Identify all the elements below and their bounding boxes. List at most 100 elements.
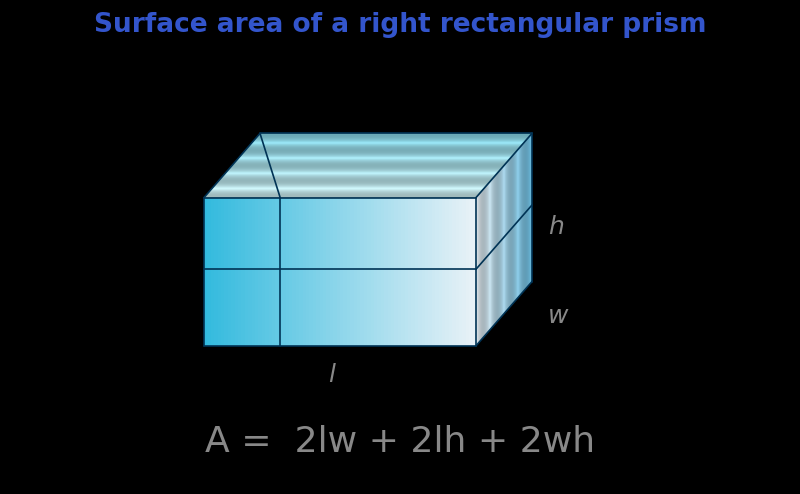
Polygon shape <box>224 198 228 346</box>
Polygon shape <box>313 198 316 346</box>
Polygon shape <box>530 134 531 284</box>
Text: A =  2lw + 2lh + 2wh: A = 2lw + 2lh + 2wh <box>205 425 595 459</box>
Polygon shape <box>350 198 354 346</box>
Polygon shape <box>473 198 476 346</box>
Polygon shape <box>508 160 509 309</box>
Polygon shape <box>494 175 495 325</box>
Polygon shape <box>231 165 504 166</box>
Polygon shape <box>330 198 333 346</box>
Polygon shape <box>286 198 289 346</box>
Polygon shape <box>333 198 337 346</box>
Polygon shape <box>498 171 499 320</box>
Polygon shape <box>520 146 521 295</box>
Polygon shape <box>476 197 477 346</box>
Polygon shape <box>238 198 242 346</box>
Polygon shape <box>481 191 482 340</box>
Polygon shape <box>251 198 255 346</box>
Polygon shape <box>234 198 238 346</box>
Polygon shape <box>251 142 525 143</box>
Polygon shape <box>214 198 218 346</box>
Polygon shape <box>337 198 340 346</box>
Polygon shape <box>222 175 495 176</box>
Text: w: w <box>548 304 569 328</box>
Polygon shape <box>230 167 502 169</box>
Polygon shape <box>275 198 279 346</box>
Polygon shape <box>513 155 514 304</box>
Polygon shape <box>435 198 438 346</box>
Polygon shape <box>218 198 221 346</box>
Polygon shape <box>255 198 258 346</box>
Polygon shape <box>425 198 429 346</box>
Polygon shape <box>482 189 483 338</box>
Polygon shape <box>206 193 480 195</box>
Polygon shape <box>218 180 491 182</box>
Polygon shape <box>248 198 251 346</box>
Polygon shape <box>221 177 494 178</box>
Polygon shape <box>222 176 494 177</box>
Polygon shape <box>256 137 530 138</box>
Text: Surface area of a right rectangular prism: Surface area of a right rectangular pris… <box>94 12 706 39</box>
Polygon shape <box>526 139 527 288</box>
Polygon shape <box>302 198 306 346</box>
Polygon shape <box>398 198 401 346</box>
Polygon shape <box>357 198 361 346</box>
Polygon shape <box>227 170 500 171</box>
Polygon shape <box>224 174 497 175</box>
Polygon shape <box>507 161 508 311</box>
Polygon shape <box>452 198 456 346</box>
Polygon shape <box>249 145 522 146</box>
Polygon shape <box>490 180 491 330</box>
Polygon shape <box>486 185 487 334</box>
Polygon shape <box>521 145 522 294</box>
Polygon shape <box>501 167 502 317</box>
Polygon shape <box>446 198 449 346</box>
Text: h: h <box>548 215 564 239</box>
Polygon shape <box>343 198 347 346</box>
Polygon shape <box>208 192 481 193</box>
Polygon shape <box>497 173 498 322</box>
Polygon shape <box>524 142 525 291</box>
Polygon shape <box>323 198 326 346</box>
Polygon shape <box>310 198 313 346</box>
Polygon shape <box>515 152 516 301</box>
Polygon shape <box>531 133 532 283</box>
Polygon shape <box>449 198 452 346</box>
Polygon shape <box>211 188 484 189</box>
Polygon shape <box>272 198 275 346</box>
Polygon shape <box>250 143 524 144</box>
Polygon shape <box>429 198 432 346</box>
Polygon shape <box>509 159 510 308</box>
Polygon shape <box>500 169 501 318</box>
Polygon shape <box>510 157 511 306</box>
Polygon shape <box>326 198 330 346</box>
Polygon shape <box>340 198 343 346</box>
Polygon shape <box>269 198 272 346</box>
Polygon shape <box>408 198 411 346</box>
Polygon shape <box>230 166 503 167</box>
Polygon shape <box>259 133 532 134</box>
Polygon shape <box>525 141 526 290</box>
Polygon shape <box>511 156 513 305</box>
Polygon shape <box>237 159 510 160</box>
Polygon shape <box>378 198 381 346</box>
Polygon shape <box>228 198 231 346</box>
Polygon shape <box>459 198 462 346</box>
Polygon shape <box>499 170 500 319</box>
Polygon shape <box>226 171 499 172</box>
Polygon shape <box>239 156 513 157</box>
Polygon shape <box>483 188 484 337</box>
Polygon shape <box>240 155 514 156</box>
Polygon shape <box>282 198 286 346</box>
Polygon shape <box>391 198 394 346</box>
Polygon shape <box>319 198 323 346</box>
Polygon shape <box>514 153 515 302</box>
Polygon shape <box>238 157 511 158</box>
Polygon shape <box>243 152 516 153</box>
Polygon shape <box>248 146 521 147</box>
Polygon shape <box>503 165 504 315</box>
Polygon shape <box>244 151 517 152</box>
Polygon shape <box>478 193 480 343</box>
Polygon shape <box>387 198 391 346</box>
Polygon shape <box>488 183 489 332</box>
Polygon shape <box>364 198 367 346</box>
